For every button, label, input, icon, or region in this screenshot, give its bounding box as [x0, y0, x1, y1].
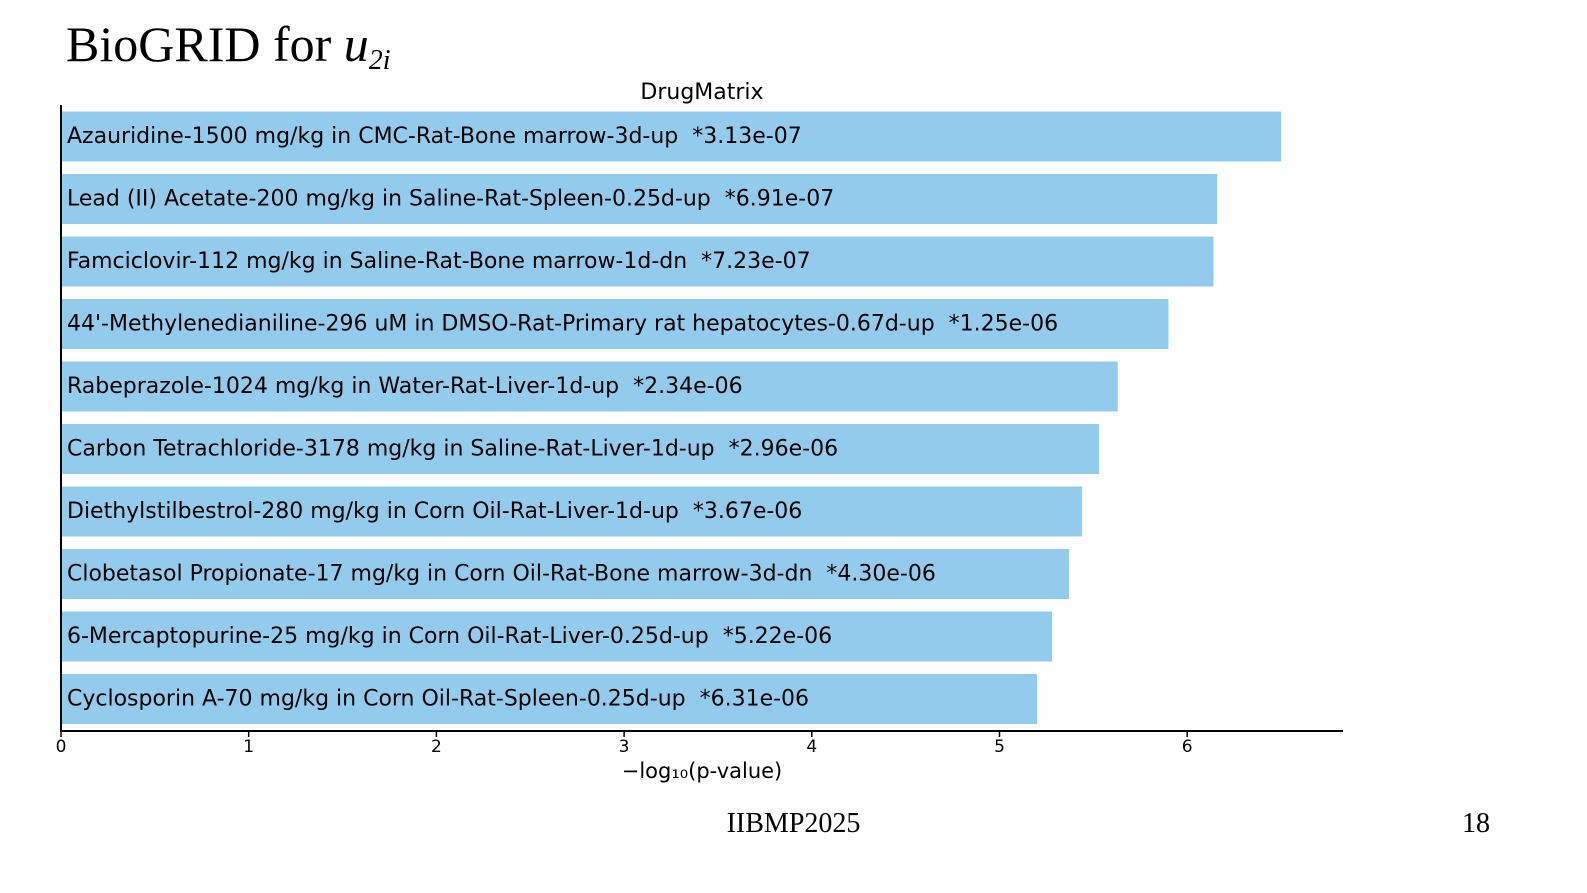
- bar-3: [61, 236, 1214, 287]
- bar-label-9: 6-Mercaptopurine-25 mg/kg in Corn Oil-Ra…: [67, 624, 832, 649]
- x-axis-label: −log₁₀(p-value): [622, 759, 783, 783]
- bar-4: [61, 299, 1169, 349]
- bar-7: [61, 486, 1083, 537]
- bar-10: [61, 674, 1038, 724]
- bar-5: [61, 361, 1118, 412]
- bar-1: [61, 111, 1282, 162]
- bar-label-3: Famciclovir-112 mg/kg in Saline-Rat-Bone…: [67, 249, 811, 274]
- slide-title-subscript: 2i: [368, 45, 391, 76]
- axes-group: 0 1 2 3 4 5 6: [56, 105, 1343, 757]
- bar-2: [61, 174, 1218, 224]
- bar-label-6: Carbon Tetrachloride-3178 mg/kg in Salin…: [67, 437, 838, 462]
- x-tick-label-5: 5: [994, 737, 1005, 757]
- slide-title: BioGRID for u2i: [66, 14, 391, 78]
- bar-8: [61, 549, 1069, 599]
- bar-label-4: 44'-Methylenedianiline-296 uM in DMSO-Ra…: [67, 312, 1058, 337]
- bars-group: [61, 111, 1282, 724]
- chart-title: DrugMatrix: [640, 80, 763, 105]
- bar-labels-group: Azauridine-1500 mg/kg in CMC-Rat-Bone ma…: [67, 124, 1058, 712]
- x-tick-label-4: 4: [806, 737, 817, 757]
- slide-title-variable: u: [343, 16, 369, 72]
- bar-9: [61, 611, 1053, 662]
- bar-label-5: Rabeprazole-1024 mg/kg in Water-Rat-Live…: [67, 374, 743, 399]
- bar-label-2: Lead (II) Acetate-200 mg/kg in Saline-Ra…: [67, 187, 834, 212]
- bar-label-7: Diethylstilbestrol-280 mg/kg in Corn Oil…: [67, 499, 802, 524]
- x-tick-label-6: 6: [1182, 737, 1193, 757]
- bar-label-1: Azauridine-1500 mg/kg in CMC-Rat-Bone ma…: [67, 124, 802, 149]
- bar-label-8: Clobetasol Propionate-17 mg/kg in Corn O…: [67, 562, 936, 587]
- bar-label-10: Cyclosporin A-70 mg/kg in Corn Oil-Rat-S…: [67, 687, 809, 712]
- footer-conference: IIBMP2025: [726, 808, 861, 839]
- x-tick-label-0: 0: [56, 737, 67, 757]
- page-number: 18: [1462, 808, 1490, 839]
- slide-title-prefix: BioGRID for: [66, 16, 344, 72]
- x-tick-label-2: 2: [431, 737, 442, 757]
- x-tick-label-1: 1: [243, 737, 254, 757]
- x-tick-label-3: 3: [619, 737, 630, 757]
- bar-6: [61, 424, 1099, 474]
